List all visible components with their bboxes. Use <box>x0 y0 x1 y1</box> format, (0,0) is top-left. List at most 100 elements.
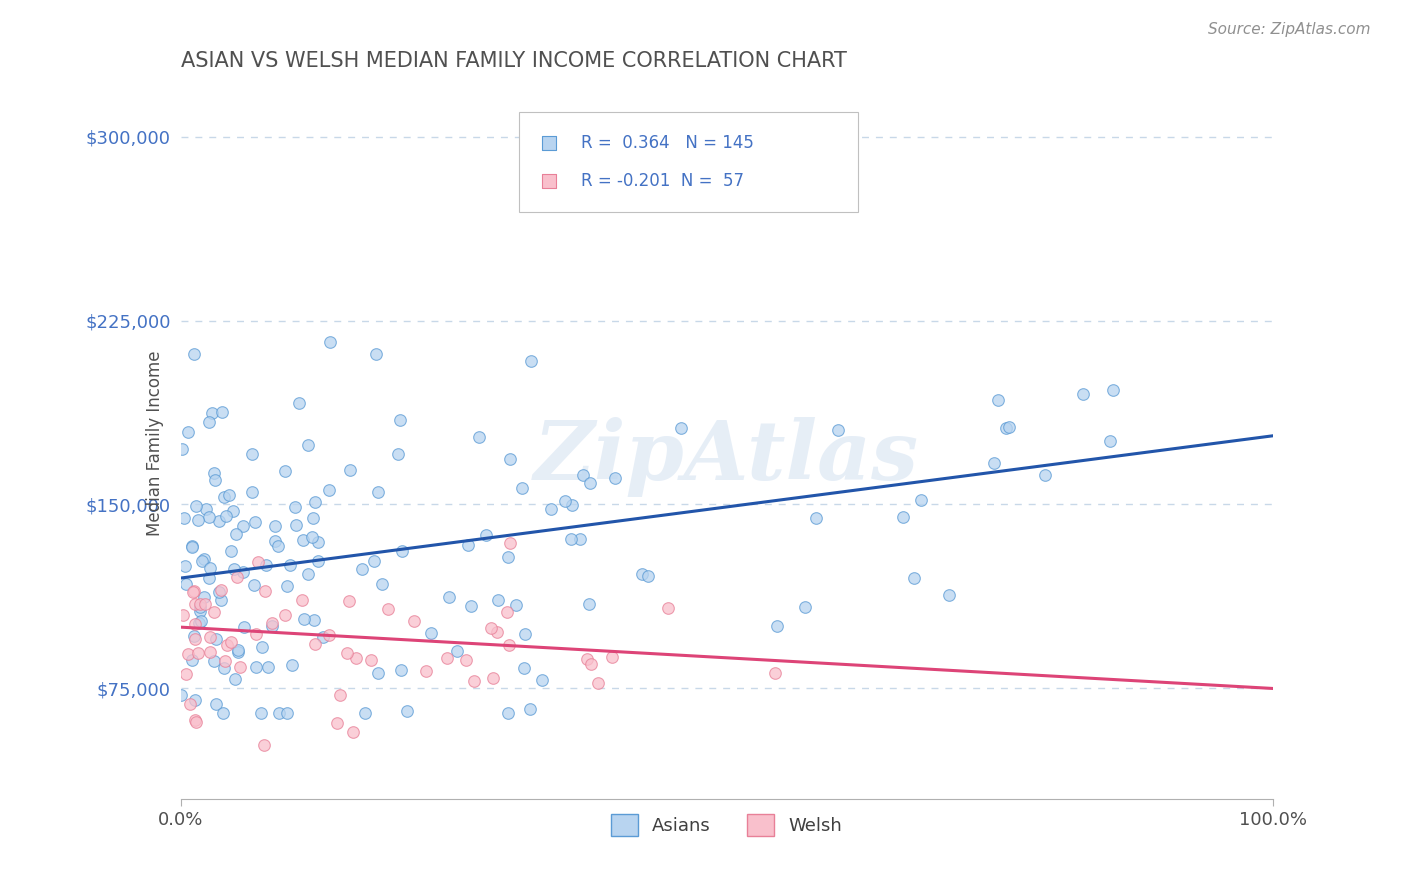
Point <box>202 605 225 619</box>
Point <box>415 664 437 678</box>
Y-axis label: Median Family Income: Median Family Income <box>146 351 165 536</box>
Point <box>579 475 602 490</box>
Point <box>512 661 534 675</box>
Point <box>304 495 326 509</box>
Point <box>191 554 214 568</box>
Point <box>226 643 249 657</box>
Point <box>366 347 388 361</box>
Point <box>806 511 828 525</box>
Point <box>578 597 600 611</box>
Point <box>389 663 412 677</box>
Point <box>402 614 425 628</box>
Point <box>193 551 215 566</box>
Point <box>174 558 197 573</box>
Point <box>212 706 235 720</box>
Point <box>307 535 329 549</box>
Legend: Asians, Welsh: Asians, Welsh <box>603 806 849 843</box>
Point <box>240 485 263 500</box>
Point <box>201 406 224 420</box>
Text: ZipAtlas: ZipAtlas <box>534 417 920 498</box>
Point <box>188 604 211 618</box>
Point <box>186 714 208 729</box>
Point <box>468 430 491 444</box>
Point <box>496 549 519 564</box>
Point <box>446 644 468 658</box>
Point <box>181 652 204 666</box>
Point <box>391 543 413 558</box>
Point <box>827 423 849 437</box>
Point <box>276 579 298 593</box>
Point <box>262 615 284 630</box>
Point <box>513 627 536 641</box>
Point <box>437 591 460 605</box>
Point <box>998 420 1021 434</box>
Point <box>250 706 273 720</box>
Point <box>172 608 194 623</box>
Point <box>215 509 238 524</box>
Point <box>222 504 245 518</box>
Point <box>274 608 297 623</box>
Point <box>204 473 226 487</box>
Point <box>181 584 204 599</box>
Point <box>190 599 212 614</box>
Point <box>336 646 359 660</box>
Point <box>209 582 232 597</box>
Point <box>188 597 211 611</box>
Point <box>212 660 235 674</box>
Point <box>388 413 411 427</box>
Point <box>481 671 503 685</box>
Point <box>1071 387 1094 401</box>
Point <box>326 716 349 731</box>
Point <box>475 527 498 541</box>
Point <box>253 738 276 752</box>
Point <box>387 447 409 461</box>
Point <box>498 706 520 720</box>
Point <box>304 637 326 651</box>
Point <box>217 638 239 652</box>
Point <box>200 645 222 659</box>
Point <box>319 334 342 349</box>
Point <box>318 483 340 497</box>
Point <box>260 619 283 633</box>
Point <box>184 499 207 513</box>
Point <box>177 647 200 661</box>
Point <box>184 597 207 611</box>
Point <box>603 471 626 485</box>
Point <box>183 347 205 361</box>
Point <box>184 713 207 727</box>
Point <box>219 634 242 648</box>
Point <box>180 540 202 554</box>
Point <box>579 657 602 671</box>
Point <box>256 659 278 673</box>
Point <box>183 584 205 599</box>
Point <box>344 651 367 665</box>
Point <box>519 702 541 716</box>
Point <box>495 605 517 619</box>
Point <box>987 393 1010 408</box>
Point <box>202 654 225 668</box>
Point <box>910 493 932 508</box>
Point <box>208 584 231 599</box>
Point <box>177 425 200 439</box>
Point <box>232 519 254 533</box>
Point <box>561 498 583 512</box>
Point <box>232 565 254 579</box>
Point <box>1033 468 1056 483</box>
Point <box>253 583 276 598</box>
Point <box>454 653 477 667</box>
Point <box>363 553 385 567</box>
Point <box>396 704 419 718</box>
Point <box>284 500 307 514</box>
Point <box>276 706 298 720</box>
Point <box>763 666 786 681</box>
Point <box>560 532 582 546</box>
Point <box>983 456 1005 470</box>
Point <box>938 588 960 602</box>
Point <box>180 539 202 553</box>
Point <box>371 577 394 591</box>
Point <box>198 415 221 429</box>
FancyBboxPatch shape <box>519 112 858 212</box>
Point <box>254 558 277 572</box>
Point <box>245 627 267 641</box>
Point <box>267 539 290 553</box>
